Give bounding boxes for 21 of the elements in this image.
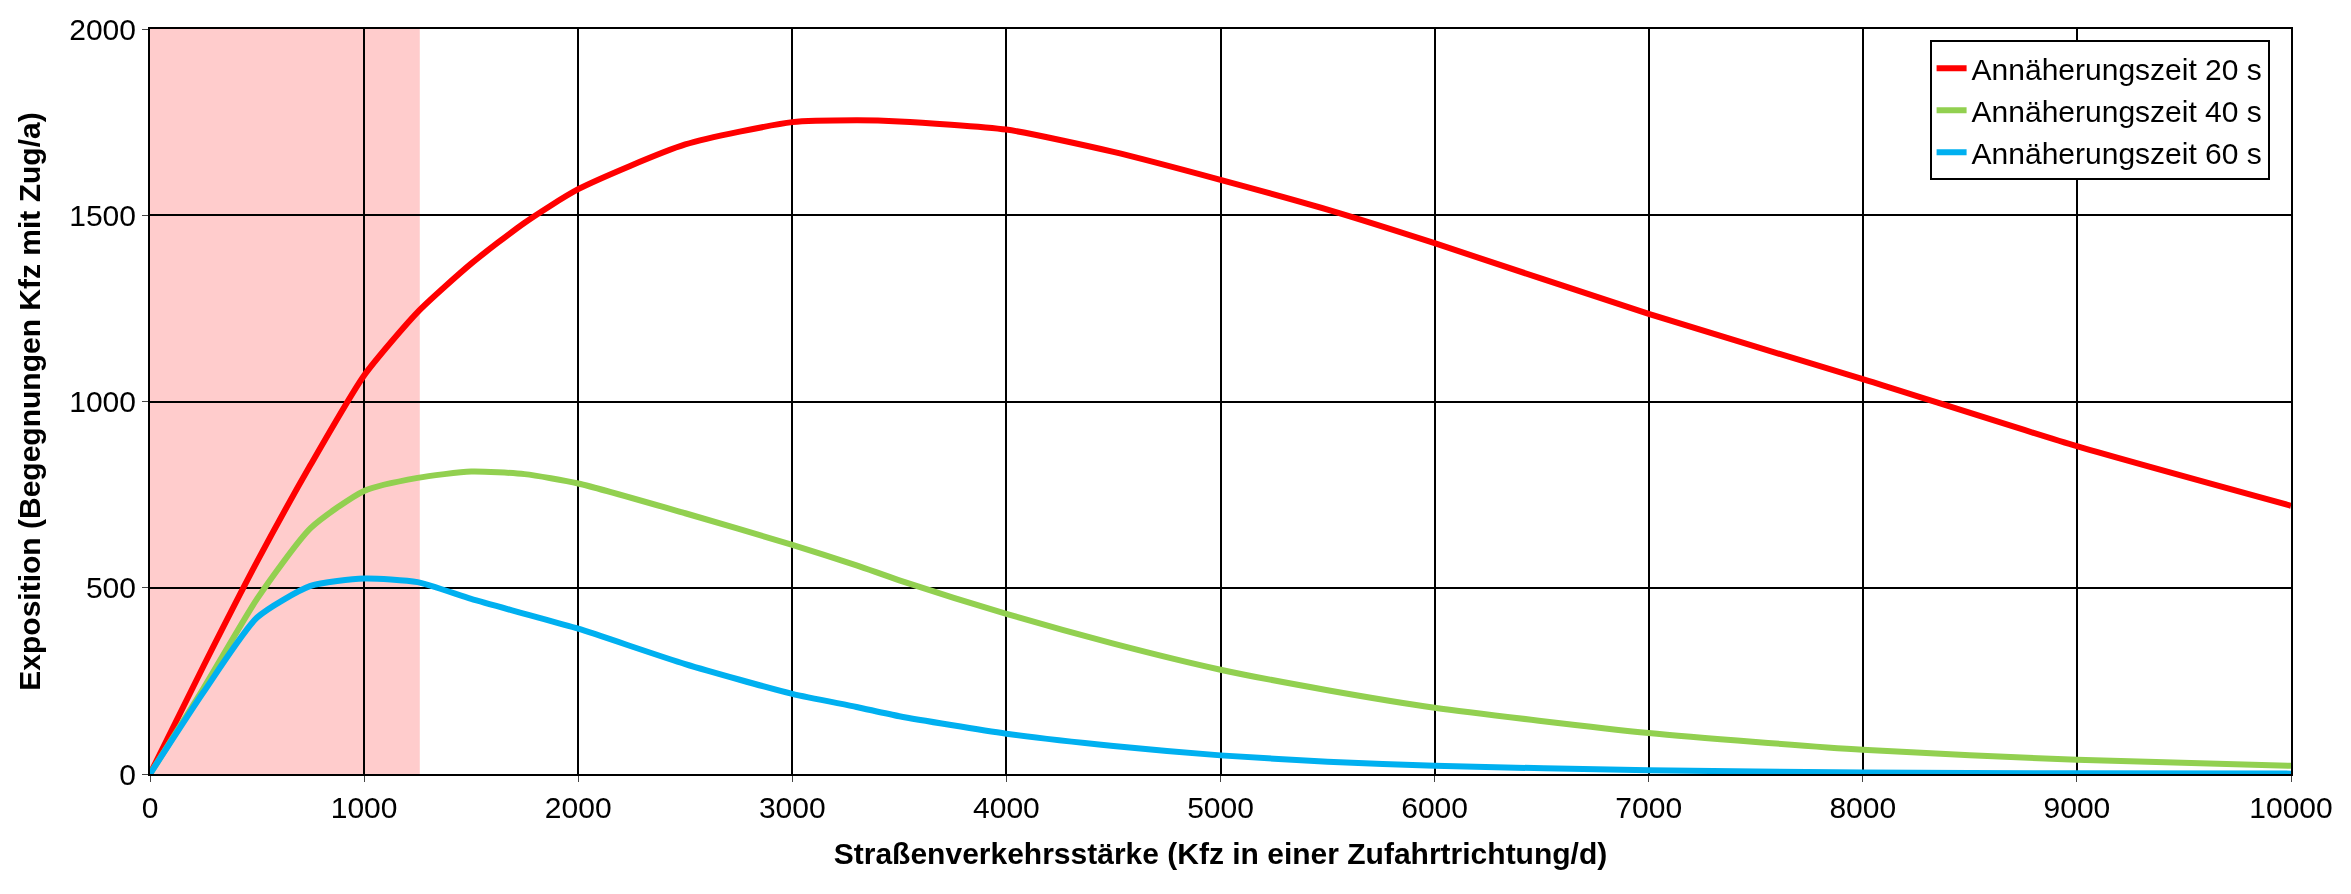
legend-label: Annäherungszeit 20 s [1971, 52, 2262, 86]
y-tick-label: 2000 [69, 12, 136, 46]
x-tick-label: 7000 [1615, 791, 1683, 824]
x-tick-label: 8000 [1829, 791, 1897, 824]
x-tick-label: 1000 [330, 791, 398, 824]
legend-label: Annäherungszeit 40 s [1971, 94, 2262, 128]
y-axis-title: Exposition (Begegnungen Kfz mit Zug/a) [12, 112, 46, 691]
x-tick-label: 3000 [758, 791, 826, 824]
x-tick-label: 9000 [2043, 791, 2111, 824]
x-tick-label: 0 [141, 791, 159, 824]
legend-label: Annäherungszeit 60 s [1971, 136, 2262, 170]
y-tick-label: 1000 [69, 385, 136, 418]
y-tick-label: 0 [119, 757, 136, 791]
x-tick-label: 6000 [1401, 791, 1468, 824]
x-tick-label: 4000 [973, 791, 1040, 824]
x-tick-label: 2000 [544, 791, 612, 824]
y-tick-label: 500 [85, 571, 136, 605]
x-tick-label: 5000 [1187, 791, 1254, 824]
y-tick-label: 1500 [69, 198, 136, 232]
x-tick-label: 10000 [2249, 791, 2333, 824]
x-axis-title: Straßenverkehrsstärke (Kfz in einer Zufahrtrichtung/d) [833, 837, 1608, 870]
